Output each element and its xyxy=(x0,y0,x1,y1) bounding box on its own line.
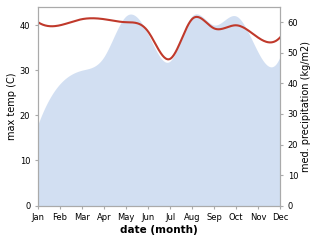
X-axis label: date (month): date (month) xyxy=(120,225,198,235)
Y-axis label: med. precipitation (kg/m2): med. precipitation (kg/m2) xyxy=(301,41,311,172)
Y-axis label: max temp (C): max temp (C) xyxy=(7,73,17,140)
